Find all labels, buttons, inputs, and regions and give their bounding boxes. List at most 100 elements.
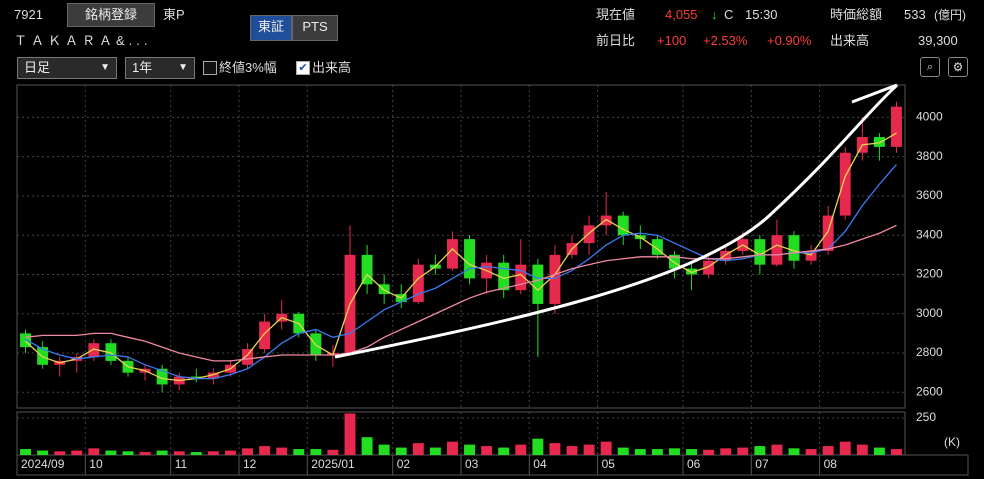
volume-bar [259,446,271,455]
checkbox-volume-label: 出来高 [312,60,352,75]
candle-body [71,356,83,361]
y-tick-label: 2600 [916,384,943,398]
x-tick-label: 05 [602,457,616,471]
trend-annotation [334,83,899,359]
tab-pts[interactable]: PTS [292,15,338,41]
candle-body [668,254,680,269]
candle-body [105,343,117,361]
volume-bar [873,447,885,455]
candle-body [771,235,783,265]
candle-body [856,137,868,153]
checkbox-volume[interactable]: ✔ [296,61,310,75]
x-tick-label: 06 [687,457,701,471]
candle-body [139,368,151,373]
y-tick-label: 3800 [916,149,943,163]
candle-body [617,215,629,236]
price-flag: C [724,7,734,22]
y-tick-label: 4000 [916,110,943,124]
volume-bar [788,448,800,455]
volume-frame [16,411,906,456]
settings-button[interactable]: ⚙ [948,57,968,77]
candle-body [566,243,578,255]
y-tick-label: 3000 [916,306,943,320]
candle-body [498,262,510,291]
candle-body [173,376,185,385]
candle-body [88,343,100,357]
candle-body [190,376,202,379]
volume-bar [122,451,134,455]
volume-bar [566,446,578,455]
candle-body [37,347,49,365]
code: 7921 [14,7,43,22]
volume-bar [224,450,236,455]
volume-bar [686,449,698,455]
volume-bar [361,437,373,455]
volume-bar [190,452,202,455]
candle-body [583,225,595,244]
change-pct: +2.53% [703,33,748,48]
company-name: ＴＡＫＡＲＡ&... [14,33,152,48]
candle-body [344,254,356,354]
volume-bar [515,444,527,455]
y-tick-label: 3200 [916,267,943,281]
x-tick-label: 2024/09 [21,457,65,471]
volume-bar [481,446,493,455]
volume-bar [139,452,151,455]
candle-body [515,264,527,291]
candle-body [429,264,441,269]
cap: 533 [904,7,926,22]
arrow-icon: ▼ [100,62,110,73]
x-tick-label: 10 [89,457,103,471]
cap-unit: (億円) [934,8,966,22]
candle-body [532,264,544,304]
candle-body [412,264,424,302]
checkbox-close[interactable] [203,61,217,75]
candle-body [378,284,390,295]
candle-body [156,368,168,385]
candle-body [310,333,322,355]
volume-bar [37,450,49,455]
candle-body [327,353,339,355]
candle-body [122,360,134,373]
zoom-button[interactable]: ⌕ [920,57,940,77]
price-label: 現在値 [596,7,636,22]
x-tick-label: 11 [175,457,188,471]
moving-average [25,164,897,380]
volume-bar [634,449,646,455]
range-select[interactable]: 1年 ▼ [125,57,195,79]
period-select[interactable]: 日足 ▼ [17,57,117,79]
volume-bar [890,449,902,455]
volume-bar [737,447,749,455]
candle-body [737,239,749,251]
volume-bar [173,451,185,455]
range-text: 1年 [132,60,153,75]
candle-body [207,372,219,379]
y-tick-label: 2800 [916,345,943,359]
volume-bar [651,449,663,455]
date-frame [16,454,969,476]
volume-bar [839,441,851,455]
price: 4,055 [665,7,698,22]
register-button[interactable]: 銘柄登録 [67,3,155,27]
moving-average [25,224,897,362]
volume-bar [88,448,100,455]
volume-bar [207,451,219,455]
volume-bar [20,449,32,455]
candle-body [600,215,612,226]
volume-bar [805,449,817,455]
volume-bar [771,444,783,455]
candle-body [805,250,817,261]
volume-bar [395,447,407,455]
volume-bar [105,450,117,455]
candle-body [634,235,646,240]
volume-bar [703,449,715,455]
x-tick-label: 02 [397,457,411,471]
price-arrow: ↓ [711,7,718,22]
volume-label: 出来高 [830,33,870,48]
x-tick-label: 03 [465,457,479,471]
candle-body [481,262,493,279]
volume-bar [293,449,305,455]
volume-bar [822,446,834,455]
moving-average [25,132,897,382]
tab-tse[interactable]: 東証 [250,15,292,41]
